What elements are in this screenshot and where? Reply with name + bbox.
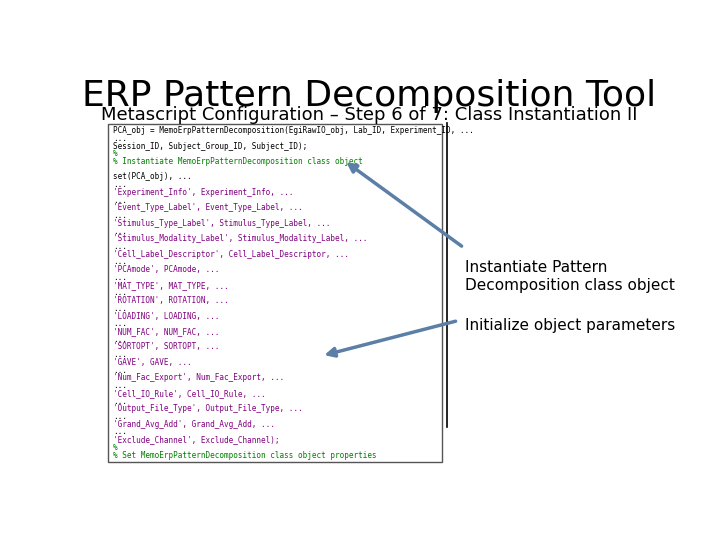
Text: 'Experiment_Info', Experiment_Info, ...: 'Experiment_Info', Experiment_Info, ...	[113, 188, 293, 197]
Text: ...: ...	[113, 180, 127, 189]
Text: 'Stimulus_Type_Label', Stimulus_Type_Label, ...: 'Stimulus_Type_Label', Stimulus_Type_Lab…	[113, 219, 330, 228]
Text: Metascript Configuration – Step 6 of 7: Class Instantiation II: Metascript Configuration – Step 6 of 7: …	[101, 106, 637, 124]
Text: 'Cell_Label_Descriptor', Cell_Label_Descriptor, ...: 'Cell_Label_Descriptor', Cell_Label_Desc…	[113, 249, 348, 259]
Text: ...: ...	[113, 366, 127, 375]
Text: ...: ...	[113, 242, 127, 251]
Text: 'LOADING', LOADING, ...: 'LOADING', LOADING, ...	[113, 312, 220, 321]
Text: % Instantiate MemoErpPatternDecomposition class object: % Instantiate MemoErpPatternDecompositio…	[113, 157, 363, 166]
Text: ...: ...	[113, 412, 127, 421]
Text: ...: ...	[113, 396, 127, 406]
Text: ...: ...	[113, 304, 127, 313]
Text: 'MAT_TYPE', MAT_TYPE, ...: 'MAT_TYPE', MAT_TYPE, ...	[113, 281, 228, 289]
Text: ...: ...	[113, 428, 127, 436]
Text: ...: ...	[113, 258, 127, 266]
Text: Session_ID, Subject_Group_ID, Subject_ID);: Session_ID, Subject_Group_ID, Subject_ID…	[113, 141, 307, 151]
Text: ...: ...	[113, 195, 127, 205]
Text: %: %	[113, 443, 117, 452]
Text: ...: ...	[113, 350, 127, 359]
Text: % Set MemoErpPatternDecomposition class object properties: % Set MemoErpPatternDecomposition class …	[113, 450, 377, 460]
Text: ...: ...	[113, 381, 127, 390]
Text: ...: ...	[113, 134, 127, 143]
Text: ...: ...	[113, 288, 127, 298]
Text: ...: ...	[113, 211, 127, 220]
Text: ...: ...	[113, 273, 127, 282]
Text: 'Num_Fac_Export', Num_Fac_Export, ...: 'Num_Fac_Export', Num_Fac_Export, ...	[113, 373, 284, 382]
Text: %: %	[113, 149, 117, 158]
Text: Initialize object parameters: Initialize object parameters	[465, 319, 675, 333]
Text: Instantiate Pattern
Decomposition class object: Instantiate Pattern Decomposition class …	[465, 260, 675, 293]
Text: ...: ...	[113, 319, 127, 328]
Text: 'Cell_IO_Rule', Cell_IO_Rule, ...: 'Cell_IO_Rule', Cell_IO_Rule, ...	[113, 389, 266, 398]
Text: 'GAVE', GAVE, ...: 'GAVE', GAVE, ...	[113, 358, 192, 367]
Text: 'PCAmode', PCAmode, ...: 'PCAmode', PCAmode, ...	[113, 265, 220, 274]
Text: 'Event_Type_Label', Event_Type_Label, ...: 'Event_Type_Label', Event_Type_Label, ..…	[113, 204, 302, 212]
Text: 'Exclude_Channel', Exclude_Channel);: 'Exclude_Channel', Exclude_Channel);	[113, 435, 279, 444]
Text: 'Output_File_Type', Output_File_Type, ...: 'Output_File_Type', Output_File_Type, ..…	[113, 404, 302, 413]
Text: ERP Pattern Decomposition Tool: ERP Pattern Decomposition Tool	[82, 79, 656, 113]
Text: 'ROTATION', ROTATION, ...: 'ROTATION', ROTATION, ...	[113, 296, 228, 305]
Text: ...: ...	[113, 227, 127, 235]
Text: 'SORTOPT', SORTOPT, ...: 'SORTOPT', SORTOPT, ...	[113, 342, 220, 352]
Text: 'NUM_FAC', NUM_FAC, ...: 'NUM_FAC', NUM_FAC, ...	[113, 327, 220, 336]
Text: ...: ...	[113, 335, 127, 344]
FancyBboxPatch shape	[109, 124, 441, 462]
Text: 'Grand_Avg_Add', Grand_Avg_Add, ...: 'Grand_Avg_Add', Grand_Avg_Add, ...	[113, 420, 275, 429]
Text: 'Stimulus_Modality_Label', Stimulus_Modality_Label, ...: 'Stimulus_Modality_Label', Stimulus_Moda…	[113, 234, 367, 244]
Text: set(PCA_obj), ...: set(PCA_obj), ...	[113, 172, 192, 181]
Text: PCA_obj = MemoErpPatternDecomposition(EgiRawIO_obj, Lab_ID, Experiment_ID, ...: PCA_obj = MemoErpPatternDecomposition(Eg…	[113, 126, 474, 135]
